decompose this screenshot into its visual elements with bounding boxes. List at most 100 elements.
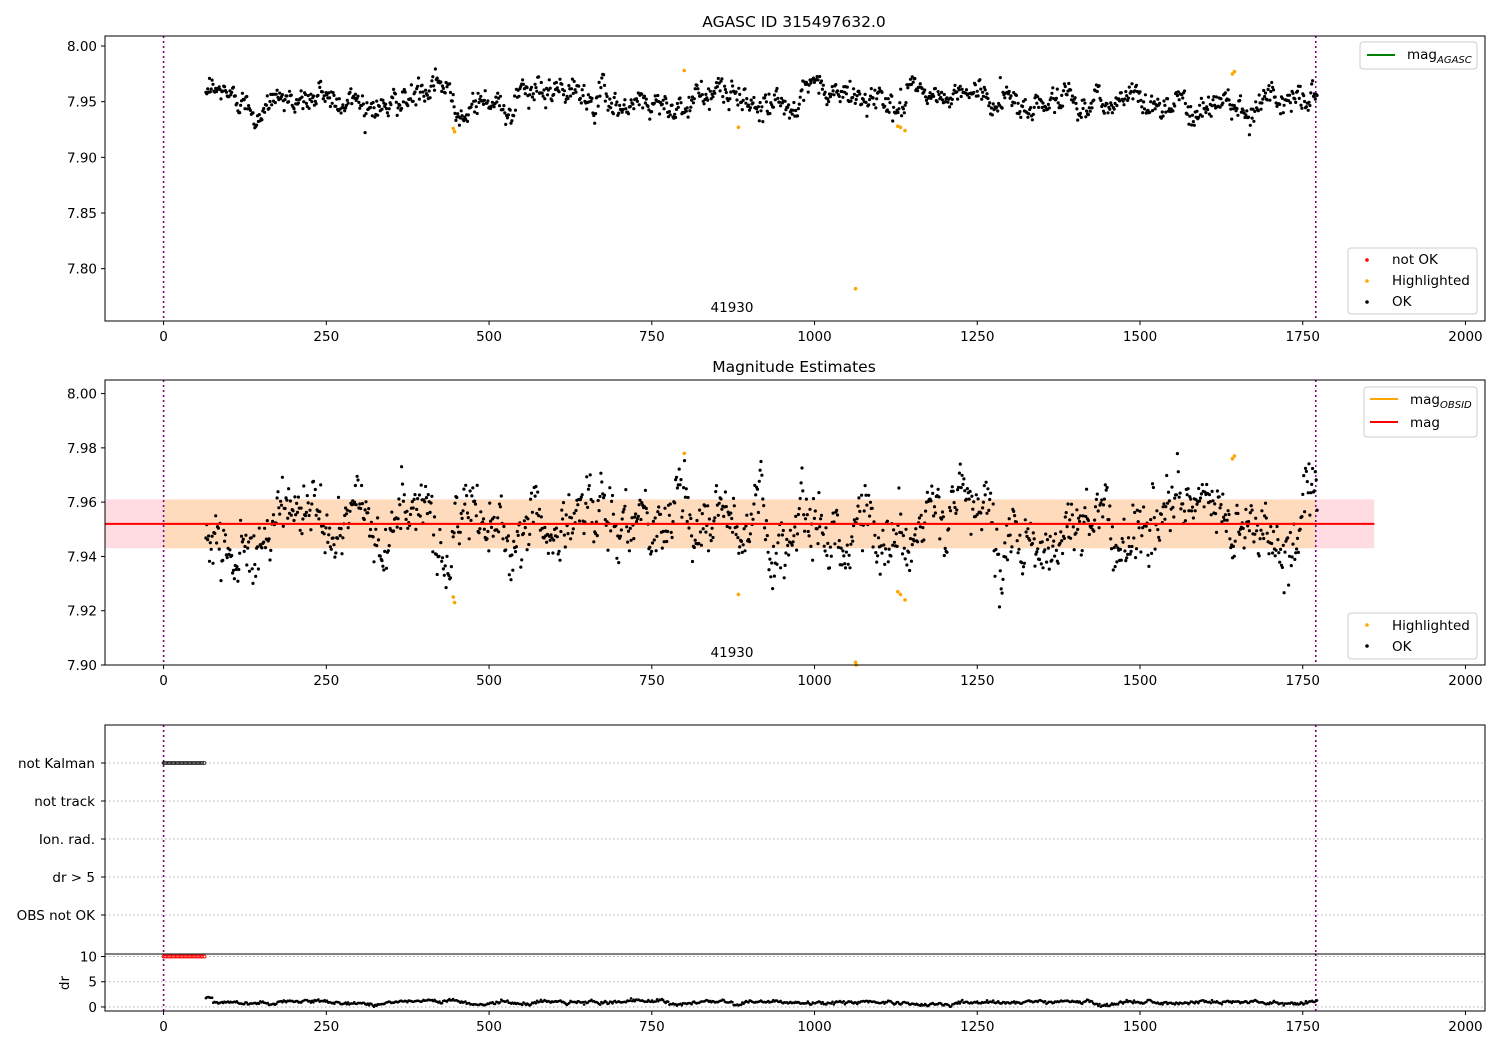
- magnitude-ok-point: [970, 494, 974, 498]
- agasc-ok-point: [1074, 101, 1078, 105]
- agasc-ok-point: [673, 112, 677, 116]
- magnitude-ok-point: [1018, 533, 1022, 537]
- magnitude-ok-point: [1133, 510, 1137, 515]
- agasc-ok-point: [408, 97, 413, 101]
- magnitude-ok-point: [557, 549, 561, 553]
- agasc-ok-point: [783, 99, 787, 103]
- magnitude-ok-point: [1132, 536, 1136, 540]
- magnitude-ok-point: [459, 511, 463, 516]
- magnitude-ok-point: [482, 527, 486, 531]
- dr-point: [281, 1001, 284, 1004]
- magnitude-ok-point: [1269, 525, 1273, 529]
- magnitude-ok-point: [825, 553, 829, 558]
- magnitude-ok-point: [1134, 547, 1139, 551]
- magnitude-ok-point: [1078, 514, 1082, 518]
- agasc-ok-point: [1186, 105, 1190, 109]
- magnitude-ok-point: [1209, 513, 1213, 517]
- magnitude-ok-point: [941, 515, 946, 519]
- magnitude-ok-point: [752, 502, 756, 506]
- magnitude-ok-point: [596, 498, 600, 503]
- magnitude-ok-point: [734, 532, 738, 537]
- magnitude-ok-point: [1051, 544, 1055, 548]
- magnitude-obsid-annotation: 41930: [711, 645, 754, 661]
- agasc-ok-point: [1067, 81, 1071, 86]
- magnitude-ok-point: [787, 553, 791, 557]
- agasc-ok-point: [643, 101, 648, 105]
- magnitude-ok-point: [899, 512, 903, 516]
- agasc-ok-point: [1307, 100, 1311, 104]
- magnitude-ok-point: [328, 526, 332, 530]
- agasc-ok-point: [1199, 96, 1203, 100]
- magnitude-ok-point: [626, 540, 630, 544]
- dr-clipped-point: [202, 954, 207, 959]
- magnitude-ok-point: [228, 548, 232, 552]
- dr-point: [1131, 1001, 1135, 1005]
- magnitude-ok-point: [914, 527, 918, 531]
- magnitude-ok-point: [1267, 552, 1271, 556]
- magnitude-ok-point: [640, 501, 644, 505]
- magnitude-ok-point: [1205, 482, 1209, 487]
- agasc-ok-point: [377, 104, 381, 108]
- agasc-ok-point: [899, 87, 903, 91]
- magnitude-ok-point: [818, 525, 822, 529]
- agasc-ok-point: [454, 118, 458, 122]
- agasc-ok-point: [1268, 98, 1272, 102]
- agasc-ok-point: [755, 110, 760, 114]
- agasc-ok-point: [1229, 107, 1233, 111]
- magnitude-ok-point: [281, 524, 285, 528]
- magnitude-ok-point: [897, 486, 901, 490]
- agasc-ok-point: [473, 110, 477, 114]
- agasc-ok-point: [570, 77, 575, 81]
- agasc-ok-point: [531, 92, 535, 96]
- magnitude-highlighted-point: [1232, 454, 1237, 458]
- agasc-ok-point: [648, 117, 652, 121]
- dr-point: [534, 1001, 538, 1005]
- agasc-ok-point: [1241, 108, 1245, 112]
- magnitude-ok-point: [402, 493, 406, 497]
- magnitude-ok-point: [1025, 534, 1029, 539]
- agasc-ok-point: [1122, 103, 1126, 107]
- magnitude-ok-point: [989, 491, 993, 495]
- magnitude-ok-point: [479, 510, 483, 514]
- magnitude-ok-point: [1161, 505, 1165, 509]
- agasc-xtick-label-2: 500: [476, 329, 502, 345]
- agasc-ok-point: [498, 94, 502, 98]
- magnitude-ok-point: [1075, 508, 1079, 512]
- dr-xtick-label-2: 500: [476, 1019, 502, 1035]
- magnitude-ok-point: [1236, 511, 1240, 516]
- agasc-ok-point: [573, 88, 577, 92]
- magnitude-ok-point: [803, 529, 807, 533]
- dr-point: [1210, 998, 1214, 1002]
- magnitude-ok-point: [1164, 505, 1168, 509]
- agasc-ok-point: [1106, 111, 1110, 115]
- dr-point: [1197, 1001, 1200, 1005]
- agasc-ok-point: [513, 108, 518, 112]
- agasc-ok-point: [539, 80, 543, 85]
- magnitude-ok-point: [815, 527, 819, 531]
- agasc-ok-point: [1051, 86, 1055, 90]
- agasc-ok-point: [778, 100, 782, 104]
- magnitude-ok-point: [550, 536, 554, 540]
- agasc-ok-point: [441, 86, 445, 90]
- magnitude-ok-point: [960, 473, 964, 477]
- magnitude-ok-point: [398, 503, 402, 507]
- agasc-ok-point: [1152, 100, 1156, 104]
- agasc-ok-point: [1214, 95, 1219, 99]
- agasc-ok-point: [819, 79, 824, 83]
- agasc-ok-point: [603, 99, 607, 103]
- magnitude-ok-point: [254, 574, 258, 579]
- magnitude-ok-point: [739, 539, 744, 544]
- magnitude-ok-point: [763, 538, 768, 542]
- magnitude-ok-point: [1116, 546, 1120, 550]
- agasc-ok-point: [1162, 99, 1166, 103]
- magnitude-ok-point: [548, 538, 552, 542]
- magnitude-ok-point: [981, 506, 985, 510]
- magnitude-ok-point: [1056, 561, 1060, 565]
- magnitude-panel-title: Magnitude Estimates: [712, 358, 876, 376]
- magnitude-ok-point: [783, 563, 787, 568]
- magnitude-ok-point: [1293, 557, 1297, 562]
- magnitude-ok-point: [514, 545, 519, 549]
- magnitude-ok-point: [322, 532, 326, 536]
- agasc-ok-point: [1280, 96, 1284, 100]
- agasc-ok-point: [957, 88, 962, 92]
